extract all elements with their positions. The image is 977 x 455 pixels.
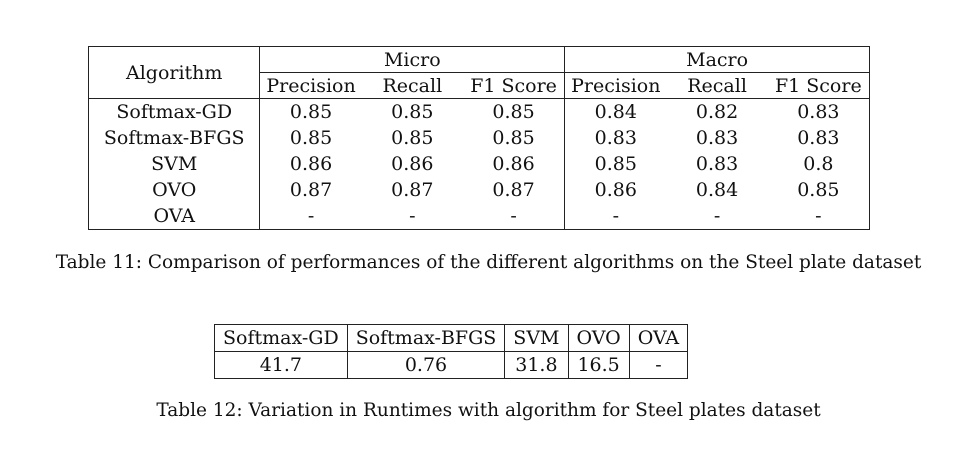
metric-cell: 0.83 <box>797 101 840 123</box>
metric-cell: 0.85 <box>289 127 333 149</box>
metric-cell: 0.87 <box>462 177 566 203</box>
metric-cell: 0.86 <box>462 151 566 177</box>
metric-cell: 0.84 <box>695 179 739 201</box>
metric-cell: - <box>462 203 566 230</box>
metric-cell: 0.85 <box>462 125 566 151</box>
runtime-header-cell: SVM <box>504 324 569 352</box>
runtime-header-cell: Softmax-BFGS <box>347 324 506 352</box>
runtime-header-cell: Softmax-GD <box>214 324 348 352</box>
metric-cell: - <box>612 205 620 227</box>
table12-caption: Table 12: Variation in Runtimes with alg… <box>156 400 821 421</box>
algorithm-name-cell: Softmax-BFGS <box>88 125 261 151</box>
metric-cell: 0.83 <box>695 127 739 149</box>
table-row: SVM 0.86 0.86 0.86 0.85 0.83 0.8 <box>88 151 870 177</box>
micro-recall-header: Recall <box>361 72 463 99</box>
metric-cell: 0.86 <box>289 153 333 175</box>
algorithm-name-cell: OVA <box>88 203 261 230</box>
metric-cell: 0.82 <box>695 101 739 123</box>
runtime-value-cell: 41.7 <box>214 351 348 379</box>
table-row: OVO 0.87 0.87 0.87 0.86 0.84 0.85 <box>88 177 870 203</box>
metric-cell: 0.8 <box>803 153 834 175</box>
metric-cell: - <box>713 205 721 227</box>
algorithm-name-cell: OVO <box>88 177 261 203</box>
metric-cell: 0.87 <box>289 179 333 201</box>
table-subheader-row: Precision Recall F1 Score Precision Reca… <box>89 72 870 99</box>
table11-caption: Table 11: Comparison of performances of … <box>55 252 922 273</box>
runtime-value-cell: 16.5 <box>568 351 630 379</box>
metric-cell: - <box>307 205 315 227</box>
macro-precision-header: Precision <box>564 72 667 99</box>
metric-cell: 0.83 <box>695 153 739 175</box>
micro-precision-header: Precision <box>259 72 362 99</box>
metric-cell: 0.83 <box>594 127 637 149</box>
table-row: Softmax-BFGS 0.85 0.85 0.85 0.83 0.83 0.83 <box>88 125 870 151</box>
runtime-header-cell: OVA <box>629 324 688 352</box>
performance-table: Algorithm Micro Macro Precision Recall F… <box>88 46 870 230</box>
metric-cell: 0.85 <box>594 153 637 175</box>
runtime-value-cell: 0.76 <box>347 351 506 379</box>
algorithm-name-cell: Softmax-GD <box>88 98 261 125</box>
metric-cell: 0.85 <box>391 127 434 149</box>
metric-cell: - <box>815 205 822 227</box>
macro-recall-header: Recall <box>666 72 768 99</box>
macro-group-header: Macro <box>564 46 870 73</box>
runtime-header-row: Softmax-GD Softmax-BFGS SVM OVO OVA <box>214 324 688 352</box>
metric-cell: 0.86 <box>391 153 434 175</box>
runtime-header-cell: OVO <box>568 324 630 352</box>
metric-cell: 0.84 <box>594 101 637 123</box>
runtime-table: Softmax-GD Softmax-BFGS SVM OVO OVA 41.7 0.76… <box>214 324 689 379</box>
macro-f1-header: F1 Score <box>767 72 870 99</box>
metric-cell: 0.85 <box>289 101 333 123</box>
metric-cell: 0.86 <box>594 179 637 201</box>
metric-cell: 0.87 <box>391 179 434 201</box>
micro-group-header: Micro <box>259 46 566 73</box>
algorithm-name-cell: SVM <box>88 151 261 177</box>
algorithm-header: Algorithm <box>88 46 261 99</box>
table-header-row: Algorithm Micro Macro <box>88 46 870 99</box>
micro-f1-header: F1 Score <box>462 72 566 99</box>
runtime-value-row: 41.7 0.76 31.8 16.5 - <box>214 351 688 379</box>
table-row: Softmax-GD 0.85 0.85 0.85 0.84 0.82 0.83 <box>88 98 870 125</box>
table-row: OVA - - - - - - <box>88 203 870 230</box>
metric-cell: 0.85 <box>391 101 434 123</box>
metric-cell: 0.85 <box>462 98 566 125</box>
runtime-value-cell: - <box>655 354 662 376</box>
metric-cell: 0.85 <box>797 179 840 201</box>
metric-cell: - <box>409 205 416 227</box>
runtime-value-cell: 31.8 <box>504 351 569 379</box>
metric-cell: 0.83 <box>797 127 840 149</box>
